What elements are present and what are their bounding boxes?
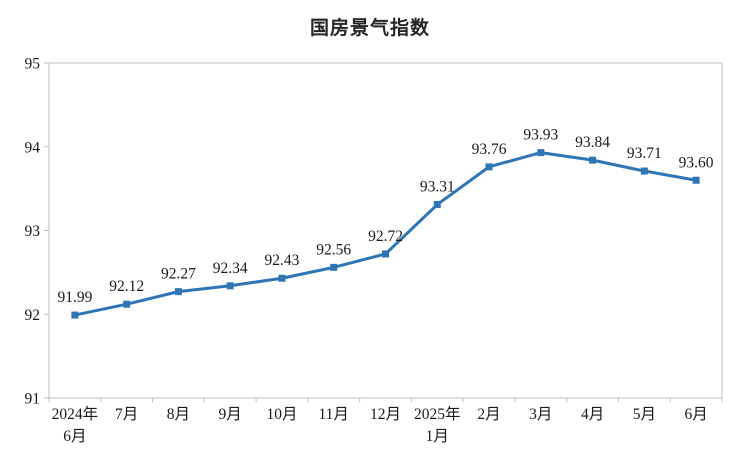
data-point-label: 92.34 — [213, 260, 248, 277]
data-point-marker — [382, 250, 389, 258]
y-axis-label: 92 — [25, 307, 41, 324]
data-point-label: 92.12 — [109, 278, 144, 295]
x-axis-label: 2月 — [477, 406, 500, 423]
data-point-label: 93.31 — [420, 179, 455, 196]
data-point-marker — [174, 288, 182, 296]
data-point-marker — [640, 167, 648, 175]
data-point-marker — [278, 274, 286, 282]
x-axis-label: 3月 — [529, 406, 552, 423]
data-point-label: 93.93 — [523, 127, 558, 144]
data-point-label: 93.76 — [472, 141, 507, 158]
x-axis-label: 8月 — [167, 406, 190, 423]
data-point-label: 92.72 — [368, 228, 403, 245]
y-axis-label: 95 — [25, 56, 41, 73]
x-axis-label: 4月 — [581, 406, 604, 423]
x-axis-label: 5月 — [633, 406, 656, 423]
data-point-label: 92.27 — [161, 266, 196, 283]
data-point-label: 93.84 — [575, 134, 610, 151]
data-point-marker — [71, 311, 79, 319]
x-axis-label: 1月 — [426, 428, 449, 445]
x-axis-label: 12月 — [370, 406, 401, 423]
data-point-marker — [537, 149, 545, 157]
y-axis-label: 91 — [25, 391, 41, 408]
y-axis-label: 94 — [25, 139, 41, 156]
data-point-marker — [692, 176, 700, 184]
x-axis-label: 6月 — [63, 428, 86, 445]
data-point-marker — [226, 282, 234, 290]
x-axis-label: 6月 — [684, 406, 707, 423]
x-axis-label: 11月 — [319, 406, 349, 423]
data-point-marker — [589, 156, 597, 164]
x-axis-label: 2025年 — [414, 405, 461, 423]
data-point-label: 91.99 — [57, 289, 92, 306]
data-point-marker — [123, 300, 131, 308]
x-axis-label: 2024年 — [52, 405, 99, 423]
chart-title: 国房景气指数 — [309, 18, 430, 39]
x-axis-label: 7月 — [115, 406, 138, 423]
data-point-marker — [330, 263, 338, 271]
data-point-marker — [433, 201, 441, 209]
x-axis-label: 9月 — [219, 406, 242, 423]
y-axis-label: 93 — [25, 223, 41, 240]
x-axis-label: 10月 — [266, 406, 297, 423]
data-point-label: 93.60 — [679, 154, 714, 171]
data-point-label: 92.56 — [316, 241, 351, 258]
data-point-marker — [485, 163, 493, 171]
data-point-label: 93.71 — [627, 145, 662, 162]
data-point-label: 92.43 — [265, 252, 300, 269]
